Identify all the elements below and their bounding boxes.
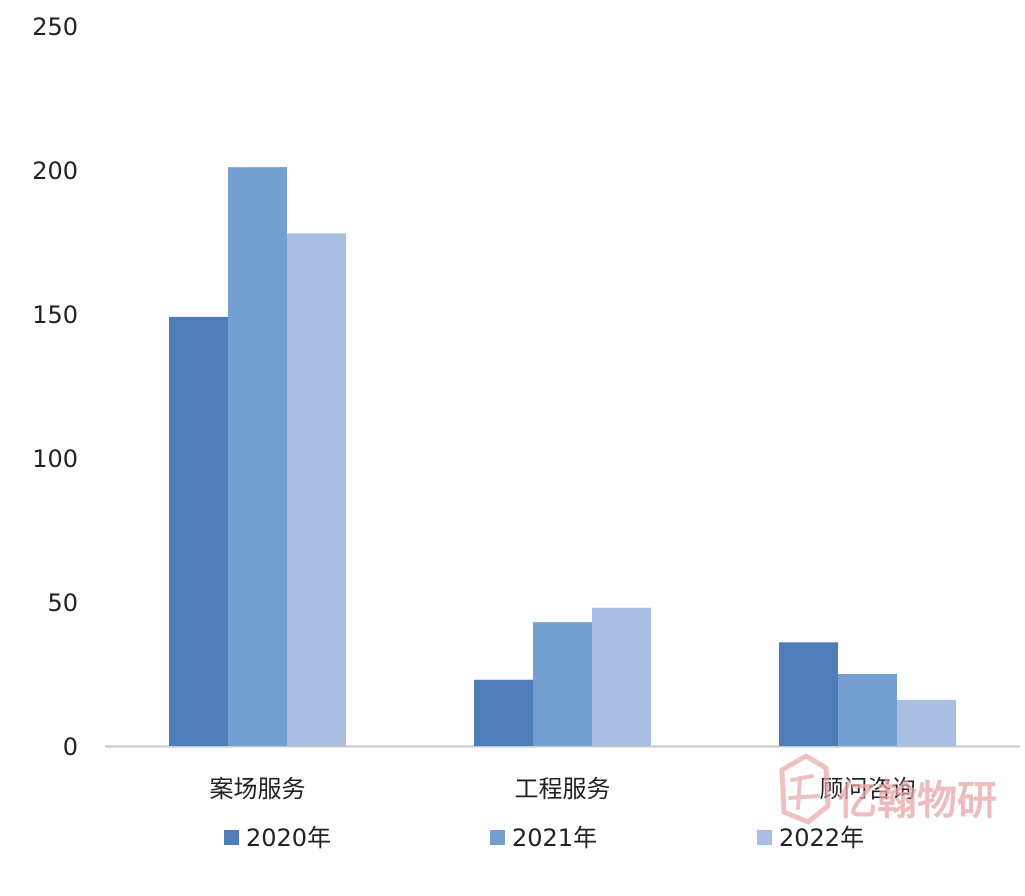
- bar: [474, 680, 533, 746]
- bar: [228, 167, 287, 746]
- legend-label: 2020年: [246, 824, 331, 852]
- y-tick-label: 0: [63, 733, 78, 761]
- legend-label: 2021年: [512, 824, 597, 852]
- watermark: 亿翰物研: [782, 756, 997, 824]
- bar: [838, 674, 897, 746]
- legend-swatch: [224, 830, 239, 845]
- bar: [592, 608, 651, 746]
- bar: [287, 233, 346, 746]
- bar: [897, 700, 956, 746]
- legend-swatch: [490, 830, 505, 845]
- legend-label: 2022年: [779, 824, 864, 852]
- bar: [169, 317, 228, 746]
- bar: [533, 622, 592, 746]
- x-tick-label: 案场服务: [210, 775, 306, 803]
- y-tick-label: 100: [32, 445, 78, 473]
- y-axis: 0 50 100 150 200 250: [32, 13, 78, 761]
- legend-swatch: [757, 830, 772, 845]
- bar: [779, 642, 838, 746]
- y-tick-label: 200: [32, 157, 78, 185]
- legend: 2020年 2021年 2022年: [224, 824, 864, 852]
- y-tick-label: 50: [47, 589, 78, 617]
- x-axis: 案场服务 工程服务 顾问咨询: [210, 775, 916, 803]
- watermark-text: 亿翰物研: [837, 778, 997, 824]
- x-tick-label: 工程服务: [515, 775, 611, 803]
- y-tick-label: 150: [32, 301, 78, 329]
- y-tick-label: 250: [32, 13, 78, 41]
- bar-group: [169, 167, 956, 746]
